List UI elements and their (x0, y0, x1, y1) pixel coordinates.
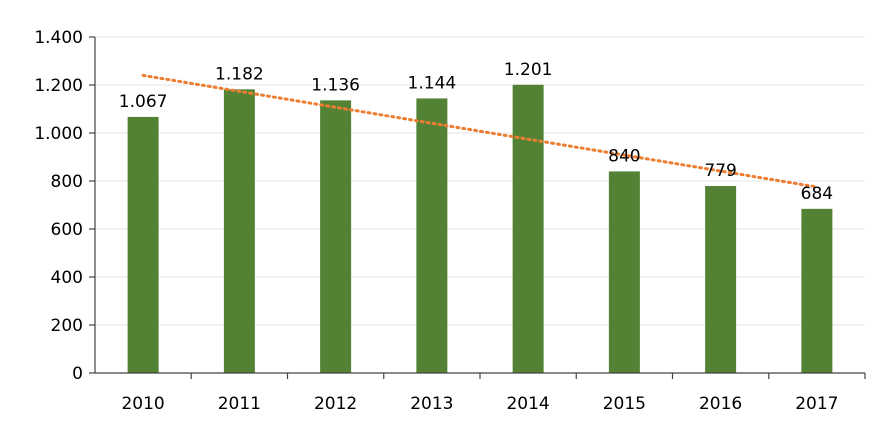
y-tick-label: 1.400 (34, 28, 83, 48)
bar (801, 208, 833, 373)
x-tick-label: 2017 (795, 394, 838, 414)
x-tick-label: 2015 (603, 394, 646, 414)
data-labels: 1.067 1.182 1.136 1.144 1.201 840 779 684 (119, 60, 833, 204)
y-tick-label: 200 (51, 316, 83, 336)
bar (127, 116, 159, 374)
bar (416, 98, 448, 373)
y-tick-label: 1.200 (34, 76, 83, 96)
y-tick-label: 1.000 (34, 124, 83, 144)
data-label: 1.136 (311, 75, 360, 95)
gridlines (95, 36, 865, 326)
x-tick-label: 2012 (314, 394, 357, 414)
bar (223, 89, 255, 373)
bar (608, 171, 640, 373)
data-label: 840 (608, 146, 640, 166)
y-tick-label: 800 (51, 172, 83, 192)
x-tick-label: 2010 (121, 394, 164, 414)
y-tick-label: 400 (51, 268, 83, 288)
bar (320, 100, 352, 374)
bar (705, 186, 737, 373)
data-label: 1.067 (119, 92, 168, 112)
x-tick-label: 2016 (699, 394, 742, 414)
bars (127, 84, 833, 374)
data-label: 779 (704, 161, 736, 181)
x-tick-label: 2013 (410, 394, 453, 414)
axes: 0 200 400 600 800 1.000 1.200 1.400 2010 2011 2012… (34, 28, 866, 414)
trendline (141, 73, 819, 189)
y-tick-label: 0 (72, 364, 83, 384)
trendline-group (141, 73, 819, 189)
data-label: 1.182 (215, 64, 264, 84)
data-label: 1.201 (504, 60, 553, 80)
data-label: 684 (801, 184, 833, 204)
x-tick-label: 2014 (506, 394, 549, 414)
y-tick-label: 600 (51, 220, 83, 240)
bar (512, 84, 544, 373)
data-label: 1.144 (408, 73, 457, 93)
x-tick-label: 2011 (218, 394, 261, 414)
